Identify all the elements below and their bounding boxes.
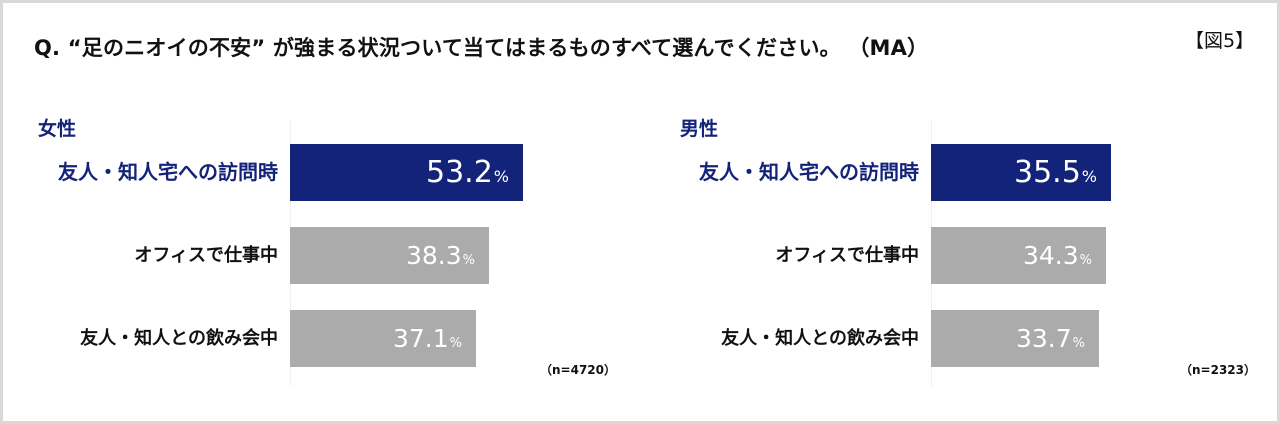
value-number: 34.3	[1022, 241, 1079, 270]
bar-female-office: 38.3%	[290, 227, 489, 284]
value-percent: %	[1079, 253, 1092, 268]
bar-male-office: 34.3%	[931, 227, 1106, 284]
bar-value: 53.2%	[426, 144, 509, 201]
value-percent: %	[493, 167, 509, 186]
group-title-female: 女性	[38, 118, 77, 140]
value-percent: %	[462, 253, 475, 268]
value-number: 38.3	[405, 241, 462, 270]
bar-male-visit: 35.5%	[931, 144, 1111, 201]
row-label: オフィスで仕事中	[775, 245, 919, 266]
bar-female-drinks: 37.1%	[290, 310, 476, 367]
value-percent: %	[1081, 167, 1097, 186]
bar-value: 38.3%	[406, 227, 475, 284]
bar-value: 34.3%	[1023, 227, 1092, 284]
value-percent: %	[1072, 336, 1085, 351]
question-title: Q. “足のニオイの不安” が強まる状況ついて当てはまるものすべて選んでください…	[34, 36, 929, 60]
row-label: オフィスで仕事中	[134, 245, 278, 266]
sample-size-female: （n=4720）	[540, 363, 616, 377]
bar-male-drinks: 33.7%	[931, 310, 1099, 367]
value-number: 33.7	[1015, 324, 1072, 353]
row-label: 友人・知人宅への訪問時	[58, 160, 278, 184]
figure-label: 【図5】	[1185, 30, 1255, 52]
row-label: 友人・知人との飲み会中	[80, 328, 278, 349]
group-title-male: 男性	[680, 118, 719, 140]
bar-female-visit: 53.2%	[290, 144, 523, 201]
bar-value: 37.1%	[393, 310, 462, 367]
bar-value: 33.7%	[1016, 310, 1085, 367]
value-number: 53.2	[426, 155, 493, 190]
value-percent: %	[449, 336, 462, 351]
sample-size-male: （n=2323）	[1180, 363, 1256, 377]
value-number: 35.5	[1014, 155, 1081, 190]
bar-value: 35.5%	[1014, 144, 1097, 201]
value-number: 37.1	[392, 324, 449, 353]
row-label: 友人・知人との飲み会中	[721, 328, 919, 349]
row-label: 友人・知人宅への訪問時	[699, 160, 919, 184]
